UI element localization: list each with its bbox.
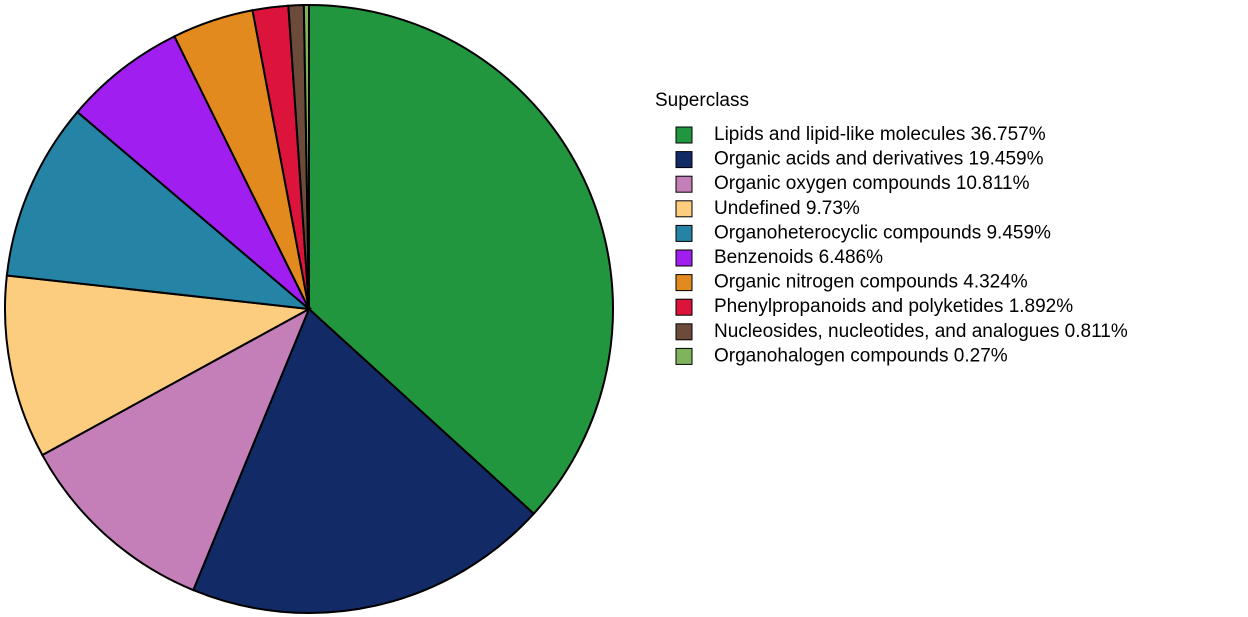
pie-slice <box>5 110 313 311</box>
legend-label: Organohalogen compounds 0.27% <box>714 345 1008 366</box>
legend-swatch <box>675 224 693 242</box>
legend-swatch <box>675 249 693 267</box>
legend-label: Benzenoids 6.486% <box>714 247 883 268</box>
legend-swatch <box>675 151 693 169</box>
legend-swatch <box>675 126 693 144</box>
legend-swatch <box>675 298 693 316</box>
legend-label: Organic oxygen compounds 10.811% <box>714 173 1030 194</box>
legend-swatch <box>675 274 693 292</box>
pie-slice <box>4 274 313 457</box>
pie-slice <box>308 3 614 516</box>
legend-swatch <box>675 175 693 193</box>
pie-slice <box>76 35 310 310</box>
legend-label: Undefined 9.73% <box>714 198 860 219</box>
legend-swatch <box>675 200 693 218</box>
pie-slice <box>40 306 312 592</box>
pie-slice <box>302 3 310 310</box>
legend-label: Lipids and lipid-like molecules 36.757% <box>714 124 1046 145</box>
legend-label: Organic acids and derivatives 19.459% <box>714 149 1044 170</box>
legend-label: Phenylpropanoids and polyketides 1.892% <box>714 296 1073 317</box>
legend-label: Organic nitrogen compounds 4.324% <box>714 272 1028 293</box>
legend-label: Nucleosides, nucleotides, and analogues … <box>714 321 1128 342</box>
legend-swatch <box>675 347 693 365</box>
legend-swatch <box>675 323 693 341</box>
legend-title: Superclass <box>655 90 749 111</box>
legend-label: Organoheterocyclic compounds 9.459% <box>714 222 1051 243</box>
